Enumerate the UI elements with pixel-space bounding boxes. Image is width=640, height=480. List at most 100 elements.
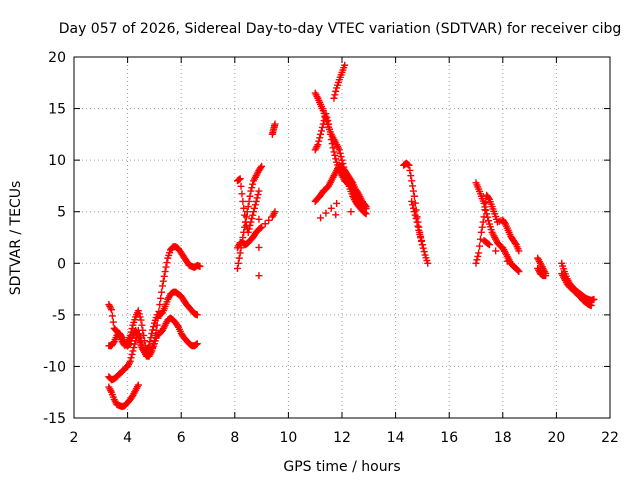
data-point	[136, 333, 144, 341]
data-point	[258, 162, 266, 170]
data-point	[472, 259, 480, 267]
data-point	[332, 87, 340, 95]
data-point	[515, 268, 523, 276]
data-point	[255, 215, 263, 223]
data-point	[271, 208, 279, 216]
data-point	[131, 340, 139, 348]
data-point	[330, 148, 338, 156]
data-point	[193, 311, 201, 319]
data-point	[341, 61, 349, 69]
data-point	[411, 211, 419, 219]
data-point	[161, 268, 169, 276]
data-point	[325, 125, 333, 133]
data-point	[492, 247, 500, 255]
series-satellite-track-h	[268, 120, 279, 138]
data-point	[318, 123, 326, 131]
data-point	[130, 344, 138, 352]
data-point	[317, 214, 325, 222]
y-tick-label: 20	[48, 50, 66, 66]
data-point	[337, 153, 345, 161]
data-point	[159, 277, 167, 285]
data-point	[485, 217, 493, 225]
y-tick-label: 0	[57, 256, 66, 272]
data-point	[271, 120, 279, 128]
data-point	[244, 228, 252, 236]
data-point	[134, 381, 142, 389]
data-point	[473, 256, 481, 264]
data-point	[253, 194, 261, 202]
x-tick-label: 14	[387, 430, 405, 446]
data-point	[327, 204, 335, 212]
data-point	[413, 218, 421, 226]
data-point	[250, 208, 258, 216]
data-point	[148, 329, 156, 337]
data-point	[410, 192, 418, 200]
plot-frame	[73, 56, 611, 419]
data-point	[247, 218, 255, 226]
x-tick-label: 4	[123, 430, 132, 446]
x-tick-label: 2	[70, 430, 79, 446]
data-point	[137, 337, 145, 345]
data-point	[139, 344, 147, 352]
data-point	[109, 318, 117, 326]
x-tick-label: 6	[177, 430, 186, 446]
data-point	[410, 208, 418, 216]
data-point	[138, 340, 146, 348]
data-point	[315, 137, 323, 145]
data-points	[105, 61, 598, 411]
series-satellite-track-d	[105, 381, 142, 411]
data-point	[251, 201, 259, 209]
data-point	[417, 234, 425, 242]
data-point	[314, 141, 322, 149]
data-point	[317, 130, 325, 138]
data-point	[236, 175, 244, 183]
data-point	[108, 312, 116, 320]
axis-ticks: 2 4 6 8 10 12 14 16 18 20 22 -15 -10 -5 0 5 10 15 20	[43, 50, 619, 446]
data-point	[362, 205, 370, 213]
data-point	[331, 91, 339, 99]
series-satellite-track-o	[472, 179, 523, 276]
data-point	[248, 215, 256, 223]
series-satellite-track-f	[233, 208, 279, 252]
data-point	[128, 350, 136, 358]
series-satellite-track-l	[330, 61, 349, 102]
data-point	[240, 204, 248, 212]
data-point	[416, 230, 424, 238]
x-tick-label: 20	[547, 430, 565, 446]
data-point	[129, 347, 137, 355]
data-point	[235, 254, 243, 262]
data-point	[325, 120, 333, 128]
data-point	[108, 306, 116, 314]
data-point	[326, 130, 334, 138]
data-point	[474, 252, 482, 260]
x-axis-label: GPS time / hours	[283, 459, 400, 475]
y-tick-label: -10	[43, 359, 66, 375]
data-point	[476, 242, 484, 250]
data-point	[249, 211, 257, 219]
data-point	[481, 206, 489, 214]
y-axis-label: SDTVAR / TECUs	[8, 181, 24, 296]
data-point	[322, 110, 330, 118]
series-satellite-track-p	[472, 191, 523, 267]
data-point	[149, 326, 157, 334]
data-point	[405, 161, 413, 169]
data-point	[258, 223, 266, 231]
data-point	[415, 226, 423, 234]
data-point	[156, 301, 164, 309]
data-point	[418, 237, 426, 245]
data-point	[237, 182, 245, 190]
x-tick-label: 18	[494, 430, 512, 446]
data-point	[477, 228, 485, 236]
data-point	[241, 211, 249, 219]
data-point	[424, 259, 432, 267]
data-point	[590, 295, 598, 303]
data-point	[419, 244, 427, 252]
data-point	[234, 259, 242, 267]
data-point	[514, 267, 522, 275]
data-point	[238, 190, 246, 198]
data-point	[418, 241, 426, 249]
data-point	[255, 187, 263, 195]
data-point	[162, 263, 170, 271]
